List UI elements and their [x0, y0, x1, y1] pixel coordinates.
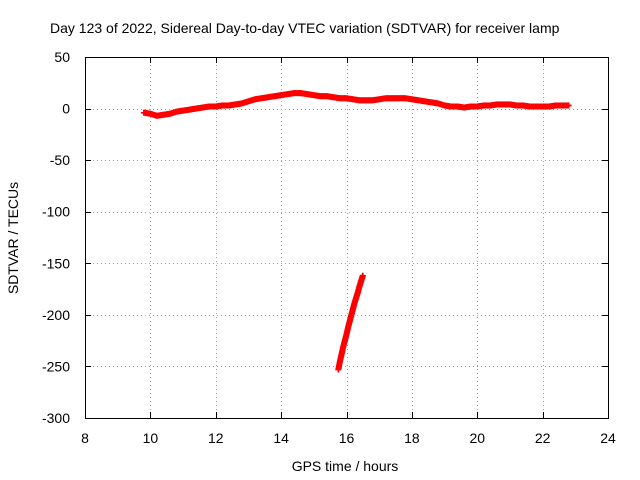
y-tick-label: -50 [50, 152, 70, 168]
x-tick-labels: 8 10 12 14 16 18 20 22 24 [81, 430, 616, 446]
y-tick-label: -100 [42, 204, 70, 220]
x-tick-label: 16 [339, 430, 355, 446]
y-tick-label: -250 [42, 358, 70, 374]
grid [85, 57, 608, 418]
x-tick-label: 8 [81, 430, 89, 446]
y-tick-labels: -300 -250 -200 -150 -100 -50 0 50 [42, 49, 70, 426]
data-point [310, 92, 323, 100]
series-main-arc [140, 90, 572, 119]
y-tick-label: -150 [42, 255, 70, 271]
data-point [356, 278, 365, 289]
y-tick-label: -200 [42, 307, 70, 323]
y-tick-label: 0 [62, 101, 70, 117]
x-tick-label: 14 [273, 430, 289, 446]
data-point [351, 294, 360, 306]
y-axis-label: SDTVAR / TECUs [5, 182, 21, 294]
x-tick-label: 20 [469, 430, 485, 446]
axis-ticks [85, 57, 609, 419]
data-point [336, 351, 345, 365]
x-tick-label: 18 [404, 430, 420, 446]
y-tick-label: -300 [42, 410, 70, 426]
y-tick-label: 50 [54, 49, 70, 65]
x-tick-label: 12 [208, 430, 224, 446]
x-tick-label: 10 [143, 430, 159, 446]
data-series [140, 90, 572, 373]
x-tick-label: 24 [600, 430, 616, 446]
x-tick-label: 22 [535, 430, 551, 446]
data-point [359, 272, 366, 279]
data-point [565, 102, 572, 109]
series-steep-arc [335, 272, 366, 373]
chart-title: Day 123 of 2022, Sidereal Day-to-day VTE… [50, 20, 560, 36]
x-axis-label: GPS time / hours [292, 458, 399, 474]
